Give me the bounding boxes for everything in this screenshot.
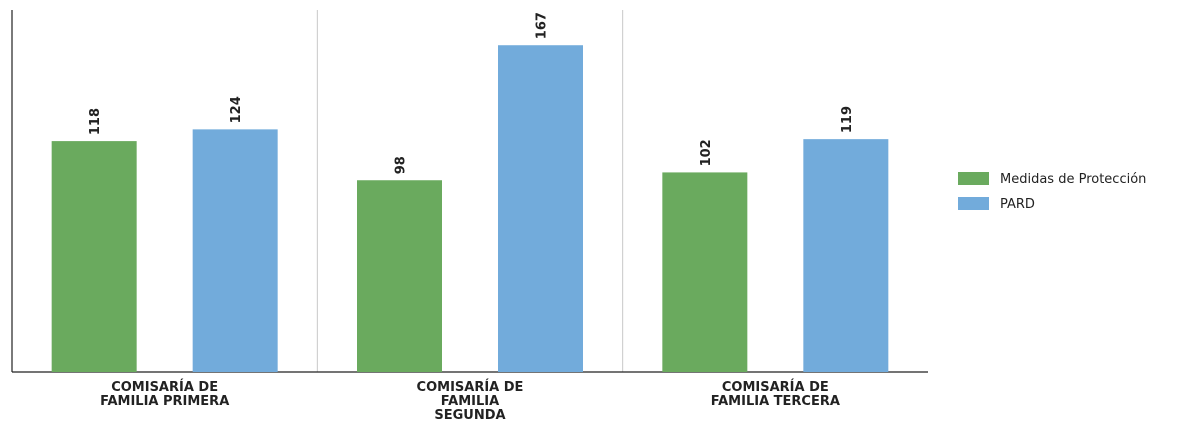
data-label: 102 [699,139,714,166]
x-tick-label-line: SEGUNDA [434,408,505,423]
legend: Medidas de Protección PARD [958,172,1146,212]
legend-swatch [958,172,989,185]
x-tick-label-line: FAMILIA TERCERA [711,394,840,409]
legend-label: Medidas de Protección [1000,172,1146,187]
bar [662,172,748,372]
x-tick-label: COMISARÍA DE FAMILIA PRIMERA [100,379,229,409]
x-tick-label: COMISARÍA DE FAMILIA TERCERA [711,379,840,409]
x-tick-label: COMISARÍA DE FAMILIA SEGUNDA [417,379,524,423]
x-tick-label-line: COMISARÍA DE [722,379,829,395]
legend-label: PARD [1000,197,1035,212]
bar [803,139,889,372]
bar [51,141,137,372]
bar [357,180,442,372]
legend-swatch [958,197,989,210]
x-tick-label-line: FAMILIA [441,394,499,409]
data-label: 167 [535,12,550,39]
bar [192,129,278,372]
x-tick-label-line: COMISARÍA DE [111,379,218,395]
x-tick-label-line: FAMILIA PRIMERA [100,394,229,409]
data-label: 118 [88,108,103,135]
data-label: 98 [394,156,409,174]
x-tick-label-line: COMISARÍA DE [417,379,524,395]
data-label: 124 [229,96,244,123]
data-label: 119 [840,106,855,133]
bar [498,45,583,373]
